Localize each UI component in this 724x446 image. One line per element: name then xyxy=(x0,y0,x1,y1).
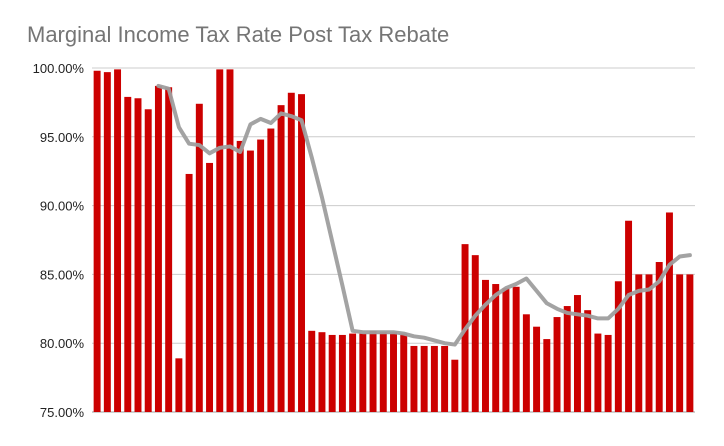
bar xyxy=(686,274,694,412)
bar xyxy=(502,288,510,412)
bar xyxy=(216,69,224,412)
bar xyxy=(635,274,643,412)
y-tick-label: 80.00% xyxy=(40,336,85,351)
bar xyxy=(246,150,254,412)
bar xyxy=(471,255,479,412)
y-tick-label: 100.00% xyxy=(33,61,85,76)
bar xyxy=(144,109,152,412)
bar xyxy=(604,334,612,412)
bar xyxy=(257,139,265,413)
bar xyxy=(134,98,142,413)
bar xyxy=(226,69,234,412)
bar xyxy=(573,295,581,412)
bar xyxy=(175,358,183,412)
bar xyxy=(308,330,316,412)
bar xyxy=(614,281,622,412)
bar xyxy=(665,212,673,412)
bar xyxy=(655,262,663,412)
bar xyxy=(625,220,633,412)
bar xyxy=(165,87,173,412)
bar xyxy=(645,274,653,412)
chart-title: Marginal Income Tax Rate Post Tax Rebate xyxy=(27,22,449,47)
bar xyxy=(124,96,132,413)
bar xyxy=(563,306,571,412)
line-series xyxy=(156,83,692,347)
y-tick-label: 75.00% xyxy=(40,405,85,420)
y-axis-tick-labels: 75.00% 80.00% 85.00% 90.00% 95.00% 100.00% xyxy=(33,61,85,420)
bar xyxy=(103,72,111,412)
bar-series xyxy=(93,69,694,413)
bar xyxy=(400,333,408,412)
y-tick-label: 95.00% xyxy=(40,130,85,145)
bar xyxy=(349,333,357,412)
bar xyxy=(93,70,101,412)
bar xyxy=(298,94,305,412)
y-tick-label: 85.00% xyxy=(40,267,85,282)
bar xyxy=(277,105,285,413)
bar xyxy=(236,140,244,412)
bar xyxy=(543,339,551,412)
bar xyxy=(512,286,520,412)
bar xyxy=(267,128,275,413)
bar xyxy=(594,333,602,412)
bar xyxy=(338,334,346,412)
y-tick-label: 90.00% xyxy=(40,199,85,214)
bar xyxy=(522,314,530,412)
bar xyxy=(492,284,500,412)
bar xyxy=(420,345,428,412)
bar xyxy=(584,310,592,412)
bar xyxy=(676,274,684,412)
bar xyxy=(206,162,214,412)
bar xyxy=(328,334,336,412)
bar xyxy=(441,345,449,412)
bar xyxy=(379,332,387,412)
bar xyxy=(185,173,193,412)
bar xyxy=(195,103,203,412)
trend-line xyxy=(156,83,692,347)
bar xyxy=(318,332,326,412)
bar xyxy=(533,326,541,412)
bar xyxy=(430,345,438,412)
bar xyxy=(114,69,122,412)
bar xyxy=(553,317,561,412)
bar xyxy=(482,279,489,412)
bar xyxy=(410,345,418,412)
bar xyxy=(287,92,295,413)
bar xyxy=(359,333,367,412)
bar xyxy=(390,332,397,412)
bar xyxy=(369,330,377,412)
bar xyxy=(154,85,162,412)
bar xyxy=(451,359,459,412)
